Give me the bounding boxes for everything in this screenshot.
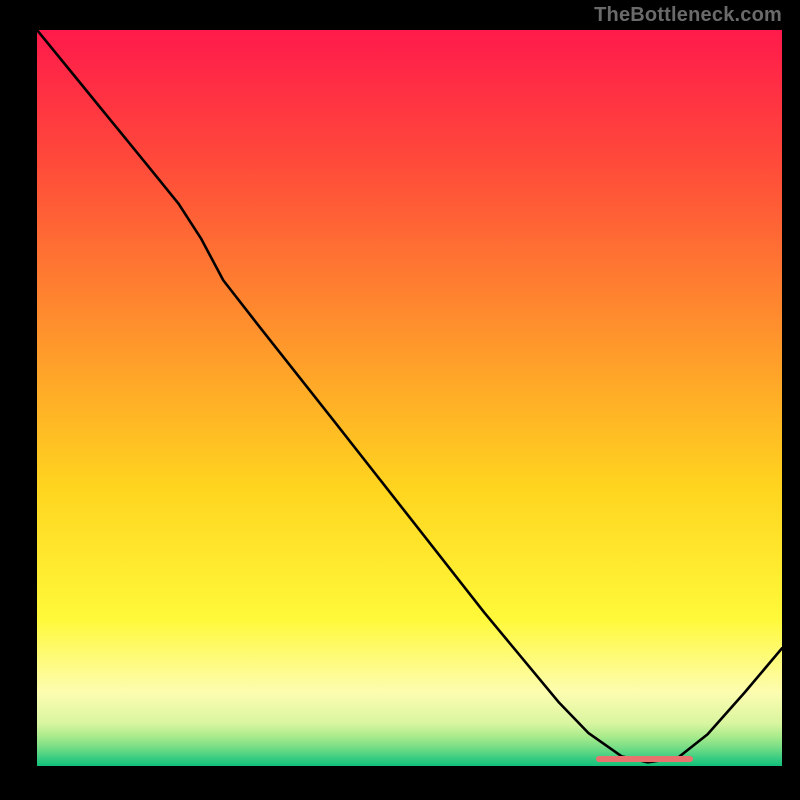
watermark-text: TheBottleneck.com xyxy=(594,4,782,27)
curve-path xyxy=(37,30,782,762)
plot-area xyxy=(37,30,782,766)
optimal-range-marker xyxy=(596,756,693,762)
line-curve xyxy=(37,30,782,766)
chart-container: TheBottleneck.com xyxy=(0,0,800,800)
